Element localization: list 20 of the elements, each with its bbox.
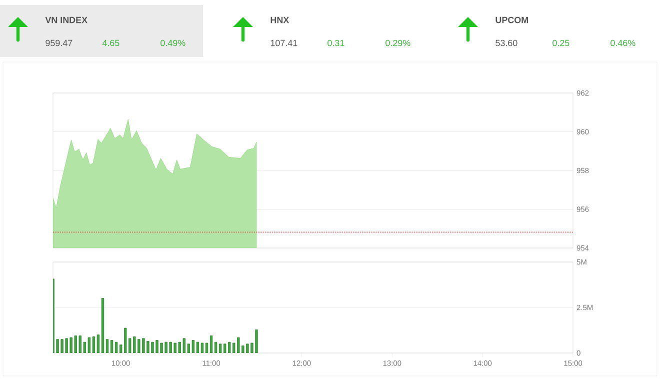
category-label: HNX — [270, 16, 290, 24]
text: 53.60 — [496, 40, 518, 46]
text: 0.31 — [328, 40, 344, 46]
bar — [96, 334, 100, 353]
bar — [106, 339, 109, 353]
text: 0.25 — [552, 40, 570, 46]
bar — [101, 298, 104, 353]
text: 0.29% — [386, 40, 410, 46]
bar — [200, 342, 204, 353]
text: 959.47 — [46, 40, 72, 46]
bar — [110, 340, 114, 353]
bar — [210, 336, 213, 353]
text: 0.46% — [610, 40, 636, 46]
category-label: VN INDEX — [45, 16, 88, 24]
text: 4.65 — [102, 40, 120, 46]
text: 0.49% — [160, 40, 186, 46]
text: 107.41 — [270, 40, 298, 46]
bar — [214, 342, 218, 353]
category-label: UPCOM — [496, 16, 528, 24]
bar — [205, 342, 208, 353]
